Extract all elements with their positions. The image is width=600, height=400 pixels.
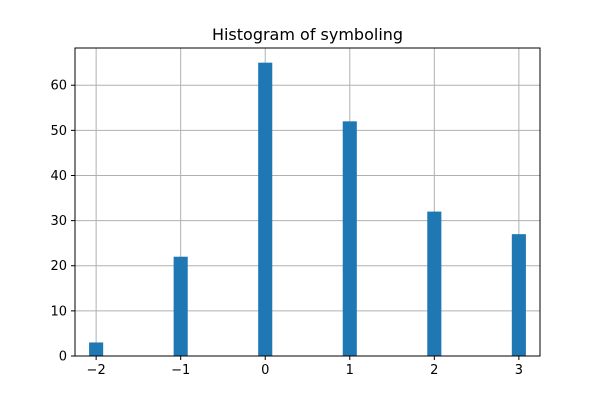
y-tick-label: 60 <box>50 79 67 94</box>
x-tick-label: 1 <box>346 363 354 378</box>
y-tick-label: 50 <box>50 124 67 139</box>
histogram-bar <box>173 256 188 356</box>
y-tick-label: 0 <box>59 350 67 365</box>
y-tick-label: 10 <box>50 304 67 319</box>
y-tick-label: 40 <box>50 169 67 184</box>
histogram-bar <box>89 342 104 356</box>
histogram-bar <box>511 234 526 356</box>
x-tick-label: −2 <box>87 363 106 378</box>
x-tick-label: 3 <box>515 363 523 378</box>
x-tick-label: 2 <box>430 363 438 378</box>
histogram-bar <box>342 121 357 356</box>
grid-layer <box>75 48 540 357</box>
chart-title: Histogram of symboling <box>212 25 403 44</box>
histogram-bar <box>427 211 442 356</box>
bar-layer <box>89 62 526 357</box>
y-tick-label: 30 <box>50 214 67 229</box>
x-tick-label: −1 <box>171 363 190 378</box>
plot-frame <box>74 47 541 357</box>
x-tick-label: 0 <box>261 363 269 378</box>
y-tick-label: 20 <box>50 259 67 274</box>
histogram-bar <box>258 62 273 357</box>
